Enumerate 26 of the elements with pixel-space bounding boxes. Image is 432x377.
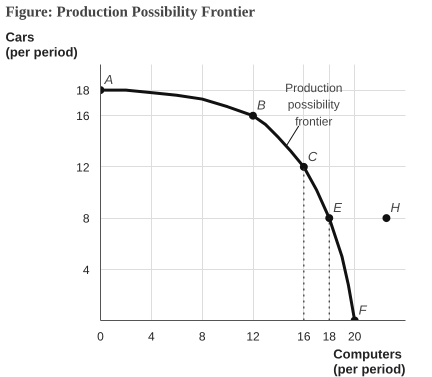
x-tick-label: 8 [198, 330, 206, 344]
x-tick-label: 20 [348, 330, 362, 344]
annotation: H [390, 200, 400, 216]
point [325, 214, 334, 222]
y-tick-label: 16 [76, 109, 90, 124]
x-axis-title: Computers (per period) [333, 346, 406, 376]
y-tick-label: 12 [76, 160, 90, 174]
annotation: E [333, 200, 342, 216]
point [249, 112, 257, 120]
x-tick-label: 16 [297, 330, 311, 344]
annotation: A [104, 72, 114, 88]
y-tick-label: 8 [82, 212, 90, 226]
annotation: Production possibility frontier [285, 80, 342, 128]
x-tick-label: 4 [148, 330, 155, 344]
annotation: B [257, 98, 266, 113]
x-tick-label: 0 [97, 330, 104, 344]
x-tick-label: 12 [246, 330, 260, 344]
y-axis-title: Cars (per period) [6, 30, 78, 60]
chart-title: Figure: Production Possibility Frontier [6, 4, 256, 20]
point [382, 214, 390, 222]
y-tick-label: 18 [76, 84, 90, 98]
annotation: C [308, 148, 318, 164]
y-tick-label: 4 [82, 262, 90, 277]
x-tick-label: 18 [322, 330, 336, 344]
point [300, 162, 308, 171]
annotation: F [358, 302, 368, 318]
